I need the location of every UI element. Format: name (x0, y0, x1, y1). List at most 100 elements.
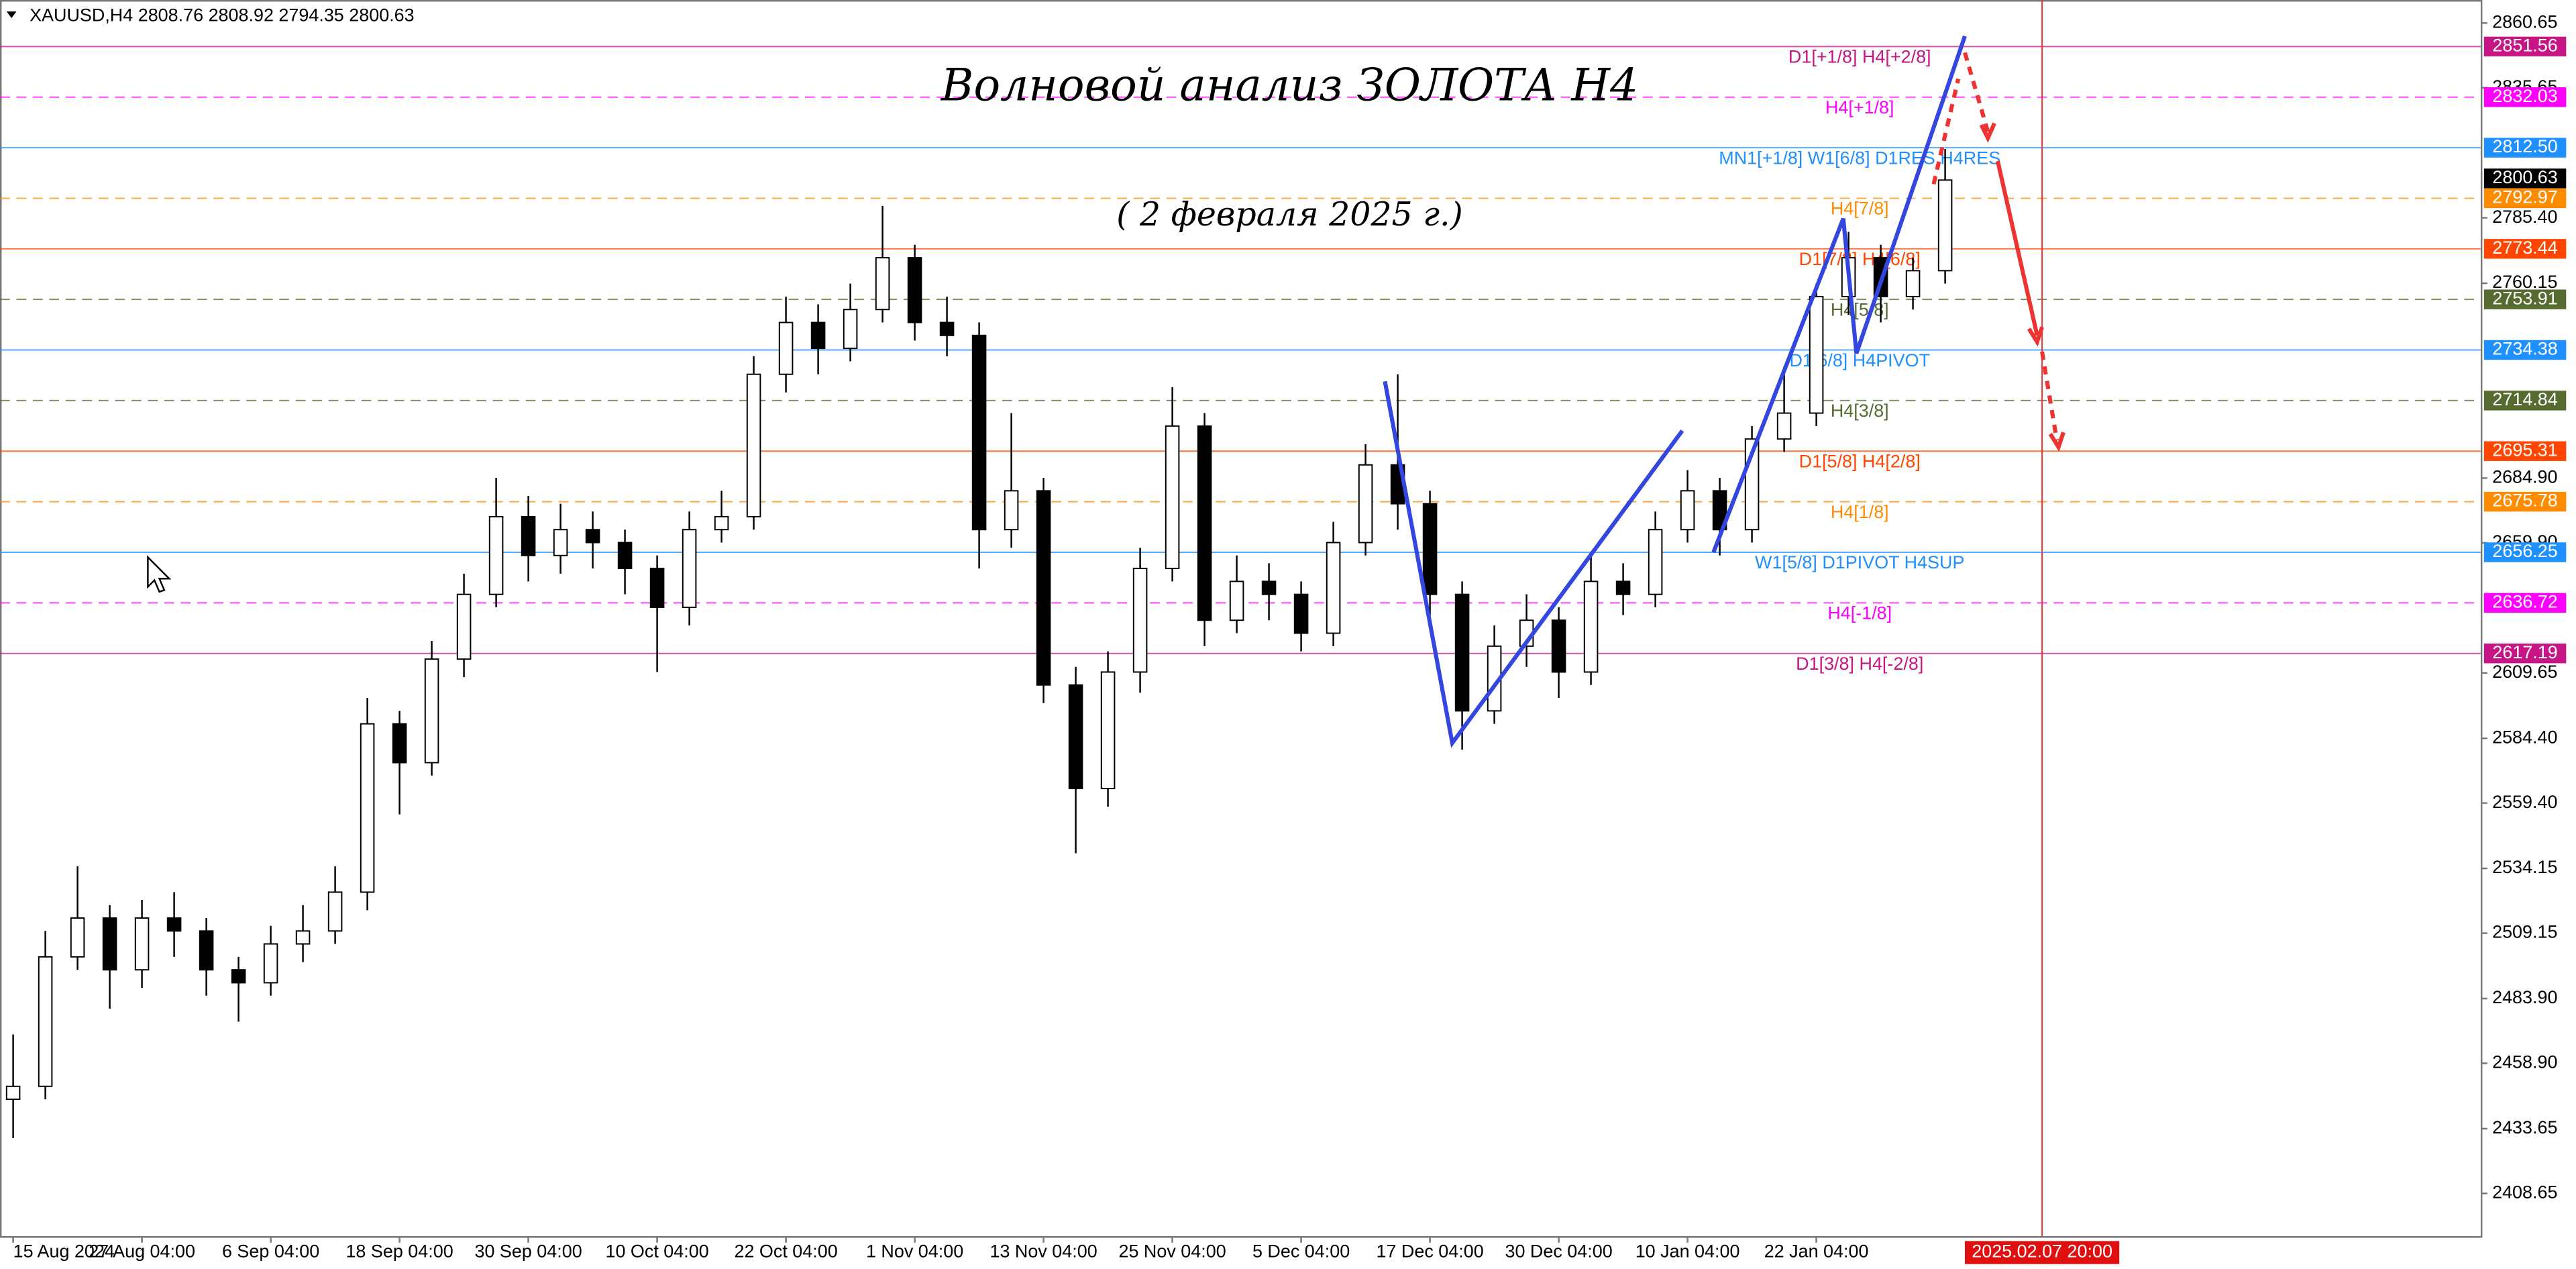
x-tick-label: 25 Nov 04:00 (1118, 1241, 1226, 1262)
y-tick-label: 2609.65 (2492, 662, 2557, 682)
candle-body (1648, 529, 1663, 595)
header-icon (6, 11, 17, 18)
price-box (2483, 138, 2567, 158)
candle-body (1326, 542, 1341, 634)
candle-body (38, 956, 53, 1087)
x-tick-label: 27 Aug 04:00 (89, 1241, 195, 1262)
arrow-head (2027, 326, 2044, 347)
arrow-head (1979, 122, 1996, 143)
price-box-label: 2695.31 (2492, 440, 2557, 460)
x-tick-label: 13 Nov 04:00 (989, 1241, 1097, 1262)
level-label: H4[+1/8] (1825, 97, 1894, 117)
level-label: H4[5/8] (1831, 299, 1889, 319)
candle-body (70, 917, 85, 958)
candle-body (971, 334, 987, 531)
price-box-label: 2851.56 (2492, 35, 2557, 55)
candle-body (1261, 580, 1277, 595)
candle-body (1712, 490, 1727, 531)
current-price-label: 2800.63 (2492, 167, 2557, 187)
y-tick-label: 2458.90 (2492, 1052, 2557, 1072)
candle-body (1809, 295, 1824, 414)
arrow-head (2048, 432, 2065, 452)
candle-body (1937, 179, 1953, 272)
y-tick-label: 2408.65 (2492, 1182, 2557, 1202)
candle-body (166, 917, 182, 932)
level-label: H4[7/8] (1831, 199, 1889, 219)
wave-lines (1383, 35, 1967, 748)
candle-body (295, 930, 311, 945)
forecast-arrow (2040, 351, 2059, 441)
candle-body (939, 321, 955, 336)
candle-body (102, 917, 117, 971)
price-box (2483, 36, 2567, 57)
candle-body (1132, 568, 1148, 673)
candle-body (1905, 270, 1921, 297)
y-tick-label: 2860.65 (2492, 11, 2557, 32)
candle-body (553, 529, 568, 556)
price-box-label: 2812.50 (2492, 136, 2557, 156)
mouse-cursor (147, 555, 172, 593)
candle-body (1583, 580, 1599, 673)
price-box-label: 2656.25 (2492, 541, 2557, 561)
price-box-label: 2636.72 (2492, 591, 2557, 611)
level-label: D1[7/8] H4[6/8] (1799, 249, 1921, 269)
y-tick-label: 2433.65 (2492, 1117, 2557, 1137)
candle-body (1454, 593, 1470, 712)
price-box (2483, 87, 2567, 107)
levels: D1[+1/8] H4[+2/8] H4[+1/8] MN1[+1/8] W1[6/… (0, 46, 2481, 674)
level-label: H4[-1/8] (1827, 603, 1892, 623)
x-tick-label: 22 Oct 04:00 (734, 1241, 837, 1262)
y-tick-label: 2785.40 (2492, 207, 2557, 227)
x-tick-label: 30 Dec 04:00 (1505, 1241, 1612, 1262)
level-label: D1[5/8] H4[2/8] (1799, 452, 1921, 472)
price-box (2483, 188, 2567, 209)
candle-body (327, 891, 343, 932)
candle-body (1036, 490, 1051, 686)
price-box (2483, 289, 2567, 309)
candle-body (875, 257, 890, 311)
price-box (2483, 391, 2567, 411)
price-box (2483, 593, 2567, 613)
cursor-label: 2025.02.07 20:00 (1972, 1241, 2112, 1262)
candle-body (746, 373, 761, 517)
level-label: D1[3/8] H4[-2/8] (1796, 654, 1923, 674)
forecast-arrow (1995, 160, 2039, 336)
y-tick-label: 2534.15 (2492, 857, 2557, 877)
y-tick-label: 2483.90 (2492, 987, 2557, 1007)
x-tick-label: 1 Nov 04:00 (866, 1241, 963, 1262)
level-label: H4[1/8] (1831, 502, 1889, 522)
candle-body (1422, 503, 1438, 595)
candle-body (617, 542, 633, 570)
candle-body (199, 930, 214, 971)
x-tick-label: 6 Sep 04:00 (222, 1241, 319, 1262)
y-tick-label: 2584.40 (2492, 727, 2557, 747)
x-tick-label: 10 Jan 04:00 (1635, 1241, 1740, 1262)
price-box-label: 2675.78 (2492, 491, 2557, 511)
plot-frame (0, 0, 2483, 1238)
price-box-label: 2753.91 (2492, 288, 2557, 308)
price-box-label: 2773.44 (2492, 238, 2557, 258)
price-box (2483, 441, 2567, 461)
candle-body (488, 515, 504, 595)
candle-body (134, 917, 150, 971)
candle-body (1197, 425, 1212, 621)
x-tick-label: 30 Sep 04:00 (474, 1241, 582, 1262)
chart-subtitle: ( 2 февраля 2025 г.) (1116, 195, 1462, 234)
header: XAUUSD,H4 2808.76 2808.92 2794.35 2800.6… (30, 5, 415, 26)
level-label: MN1[+1/8] W1[6/8] D1RES H4RES (1719, 148, 2000, 168)
x-tick-label: 17 Dec 04:00 (1376, 1241, 1483, 1262)
candle-body (810, 321, 826, 350)
candle-body (392, 723, 407, 764)
candle-body (714, 515, 729, 531)
candle-body (1100, 671, 1116, 790)
level-label: D1[+1/8] H4[+2/8] (1788, 47, 1931, 67)
candle-body (521, 515, 536, 556)
candle-body (1776, 412, 1792, 440)
candle-body (360, 723, 375, 893)
y-tick-label: 2509.15 (2492, 922, 2557, 942)
price-box-label: 2714.84 (2492, 389, 2557, 409)
x-tick-label: 5 Dec 04:00 (1252, 1241, 1350, 1262)
